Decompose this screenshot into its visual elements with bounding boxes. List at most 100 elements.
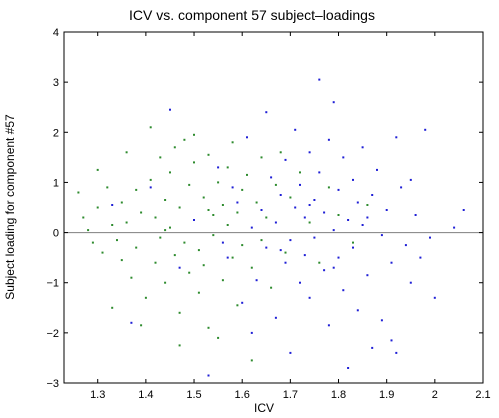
axes-frame — [63, 31, 484, 384]
data-point-s1-38 — [193, 161, 195, 164]
data-point-s1-73 — [308, 221, 311, 224]
data-point-s2-84 — [390, 339, 393, 342]
data-point-s2-83 — [366, 216, 369, 219]
data-point-s2-77 — [221, 241, 224, 244]
data-point-s2-10 — [236, 201, 239, 204]
x-axis-label: ICV — [254, 401, 274, 415]
data-point-s2-53 — [356, 309, 359, 312]
data-point-s1-28 — [169, 171, 171, 174]
data-point-s2-54 — [361, 146, 364, 149]
data-point-s1-75 — [327, 186, 330, 189]
data-point-s1-34 — [183, 138, 186, 141]
data-point-s2-45 — [337, 188, 340, 191]
data-point-s1-56 — [236, 211, 239, 214]
data-point-s2-71 — [419, 256, 422, 259]
data-point-s1-29 — [169, 226, 171, 229]
data-point-s2-22 — [284, 261, 287, 264]
data-point-s1-33 — [178, 311, 181, 314]
data-point-s2-23 — [284, 158, 287, 161]
x-tick-label: 1.3 — [90, 389, 105, 401]
data-point-s2-80 — [279, 249, 282, 252]
data-point-s2-30 — [303, 216, 306, 219]
data-point-s2-29 — [299, 183, 301, 186]
data-point-s2-28 — [299, 281, 301, 284]
data-point-s1-59 — [241, 244, 244, 247]
data-point-s2-59 — [376, 168, 378, 171]
data-point-s1-23 — [154, 261, 157, 264]
x-tick-label: 1.4 — [138, 389, 153, 401]
data-point-s1-46 — [212, 214, 215, 216]
data-point-s2-6 — [193, 219, 195, 221]
x-tick-label: 1.9 — [379, 389, 394, 401]
data-point-s2-17 — [265, 246, 268, 249]
data-point-s1-78 — [366, 204, 369, 206]
data-point-s2-8 — [217, 166, 220, 169]
data-point-s1-27 — [164, 281, 167, 284]
data-point-s2-58 — [371, 346, 374, 349]
data-point-s2-69 — [409, 281, 412, 284]
data-point-s2-60 — [380, 234, 383, 237]
y-tick-label: 2 — [53, 127, 59, 139]
y-tick-label: 0 — [53, 228, 59, 240]
x-tick-label: 2.1 — [475, 389, 490, 401]
data-point-s1-17 — [135, 246, 138, 249]
data-point-s1-64 — [260, 156, 263, 159]
data-point-s2-34 — [313, 199, 316, 201]
data-point-s2-25 — [289, 351, 292, 354]
data-point-s2-26 — [294, 206, 297, 209]
data-point-s1-84 — [207, 209, 210, 211]
data-point-s1-57 — [236, 304, 239, 307]
data-point-s1-65 — [260, 239, 263, 242]
data-point-s2-61 — [380, 319, 383, 322]
data-point-s1-26 — [164, 199, 167, 201]
x-tick-label: 1.8 — [331, 389, 346, 401]
data-point-s1-25 — [159, 236, 162, 239]
y-axis-label: Subject loading for component #57 — [3, 114, 17, 300]
data-point-s2-78 — [231, 186, 234, 189]
data-point-s2-2 — [130, 321, 133, 324]
data-point-s1-50 — [221, 204, 224, 206]
data-point-s2-19 — [274, 316, 277, 319]
data-point-s1-12 — [120, 259, 123, 262]
data-point-s1-70 — [284, 251, 287, 254]
data-point-s1-68 — [274, 183, 277, 186]
data-point-s2-50 — [352, 246, 354, 249]
data-point-s2-49 — [347, 367, 350, 369]
data-point-s1-77 — [352, 241, 354, 244]
data-point-s1-37 — [188, 271, 191, 274]
data-point-s1-6 — [96, 206, 99, 209]
x-tick-label: 1.6 — [235, 389, 250, 401]
data-point-s1-20 — [149, 178, 152, 181]
data-point-s1-47 — [212, 234, 215, 237]
data-point-s1-71 — [289, 196, 292, 199]
data-point-s1-83 — [164, 229, 167, 232]
data-point-s1-53 — [226, 224, 229, 226]
data-point-s1-60 — [246, 173, 248, 176]
data-point-s2-75 — [453, 226, 456, 229]
data-point-s1-80 — [140, 324, 143, 327]
data-point-s2-64 — [395, 136, 398, 139]
data-point-s1-5 — [96, 168, 99, 171]
data-point-s1-30 — [173, 254, 176, 257]
data-point-s2-65 — [395, 351, 398, 354]
y-tick-label: −3 — [46, 378, 59, 390]
data-point-s1-49 — [217, 336, 220, 339]
data-point-s2-56 — [366, 274, 369, 277]
data-point-s2-62 — [385, 209, 388, 211]
data-point-s2-55 — [361, 224, 364, 226]
data-point-s1-16 — [135, 188, 138, 191]
data-point-s2-24 — [289, 239, 292, 242]
data-point-s1-69 — [279, 151, 282, 154]
data-point-s1-67 — [270, 286, 273, 289]
data-point-s1-24 — [159, 156, 162, 159]
data-point-s1-9 — [111, 224, 114, 226]
y-tick-label: 1 — [53, 177, 59, 189]
data-point-s2-9 — [226, 256, 229, 259]
data-point-s2-37 — [318, 171, 321, 174]
data-point-s1-15 — [130, 276, 133, 279]
data-point-s1-21 — [149, 126, 152, 129]
data-point-s1-62 — [250, 359, 253, 362]
data-point-s2-70 — [414, 214, 417, 216]
data-point-s2-52 — [356, 201, 359, 204]
data-point-s1-3 — [87, 229, 90, 232]
